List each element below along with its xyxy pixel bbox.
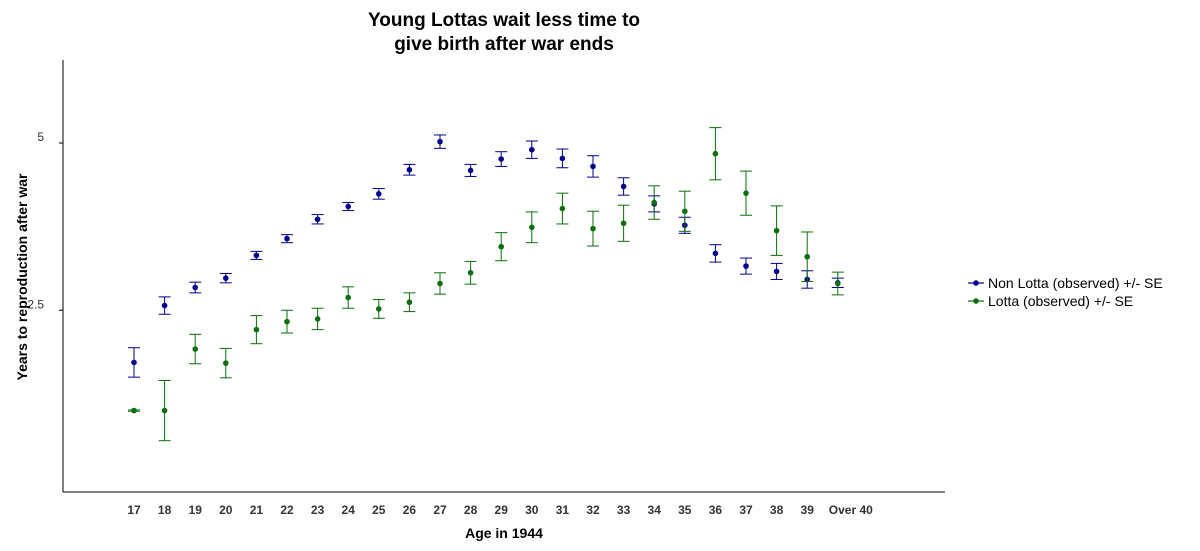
y-ticks: 2.55 <box>27 130 63 311</box>
data-point <box>314 216 321 223</box>
x-tick-label: 21 <box>250 503 264 517</box>
legend-swatch-point <box>973 280 979 286</box>
data-point <box>131 407 137 414</box>
data-point <box>437 138 443 145</box>
legend-label: Non Lotta (observed) +/- SE <box>988 275 1163 291</box>
data-point <box>437 280 443 287</box>
data-point <box>498 243 505 250</box>
x-tick-label: 17 <box>127 503 141 517</box>
x-tick-label: 24 <box>342 503 356 517</box>
x-axis-label: Age in 1944 <box>465 525 543 541</box>
data-point <box>620 183 627 190</box>
x-tick-label: 33 <box>617 503 631 517</box>
data-point <box>253 252 260 259</box>
legend: Non Lotta (observed) +/- SE Lotta (observ… <box>968 275 1163 309</box>
data-point <box>192 284 198 291</box>
series-0 <box>128 134 844 378</box>
data-point <box>376 306 382 312</box>
data-point <box>712 150 719 157</box>
x-tick-label: 31 <box>556 503 570 517</box>
data-point <box>192 346 198 352</box>
x-tick-label: 30 <box>525 503 539 517</box>
data-point <box>498 156 505 162</box>
x-tick-label: Over 40 <box>829 503 873 517</box>
legend-label: Lotta (observed) +/- SE <box>988 293 1133 309</box>
data-point <box>131 359 137 366</box>
data-point <box>284 318 290 325</box>
x-tick-label: 38 <box>770 503 784 517</box>
data-point <box>620 220 627 227</box>
series-1 <box>128 127 844 442</box>
x-tick-label: 23 <box>311 503 325 517</box>
data-point <box>406 166 413 173</box>
data-point <box>529 224 535 231</box>
data-point <box>682 208 688 215</box>
data-point <box>376 191 382 197</box>
data-point <box>223 360 229 366</box>
data-point <box>651 199 657 206</box>
data-point <box>253 326 260 333</box>
legend-swatch-point <box>973 298 979 304</box>
x-tick-label: 22 <box>280 503 294 517</box>
x-tick-label: 25 <box>372 503 386 517</box>
data-point <box>161 302 168 309</box>
data-point <box>804 253 810 260</box>
data-point <box>773 268 780 275</box>
x-tick-label: 19 <box>189 503 203 517</box>
data-point <box>223 275 229 281</box>
y-tick-label: 2.5 <box>27 297 44 311</box>
data-point <box>743 263 749 269</box>
x-ticks: 17 18 19 20 21 22 23 24 25 26 27 28 29 30 31 32 33 34 35 36… <box>127 503 873 517</box>
data-point <box>835 280 841 287</box>
y-axis-label: Years to reproduction after war <box>14 173 30 380</box>
x-tick-label: 32 <box>586 503 600 517</box>
data-point <box>773 227 780 234</box>
x-tick-label: 35 <box>678 503 692 517</box>
data-point <box>314 316 321 322</box>
x-tick-label: 37 <box>739 503 753 517</box>
x-tick-label: 18 <box>158 503 172 517</box>
data-marks <box>128 127 844 442</box>
chart-title-line: give birth after war ends <box>394 34 614 55</box>
x-tick-label: 20 <box>219 503 233 517</box>
x-tick-label: 29 <box>495 503 509 517</box>
data-point <box>712 250 719 257</box>
data-point <box>467 167 474 174</box>
data-point <box>590 225 596 232</box>
data-point <box>345 203 352 210</box>
x-tick-label: 27 <box>433 503 447 517</box>
x-tick-label: 28 <box>464 503 478 517</box>
x-tick-label: 36 <box>709 503 723 517</box>
data-point <box>559 205 566 212</box>
axes <box>62 60 945 493</box>
data-point <box>559 155 566 162</box>
chart-title: Young Lottas wait less time to give birth… <box>368 10 640 55</box>
data-point <box>529 146 535 153</box>
data-point <box>284 235 290 242</box>
data-point <box>345 294 352 301</box>
y-tick-label: 5 <box>37 130 44 144</box>
x-tick-label: 39 <box>801 503 815 517</box>
x-tick-label: 34 <box>648 503 662 517</box>
chart-title-line: Young Lottas wait less time to <box>368 10 640 31</box>
data-point <box>590 163 596 170</box>
data-point <box>161 407 168 414</box>
data-point <box>406 299 413 306</box>
data-point <box>743 190 749 196</box>
data-point <box>467 269 474 276</box>
x-tick-label: 26 <box>403 503 417 517</box>
